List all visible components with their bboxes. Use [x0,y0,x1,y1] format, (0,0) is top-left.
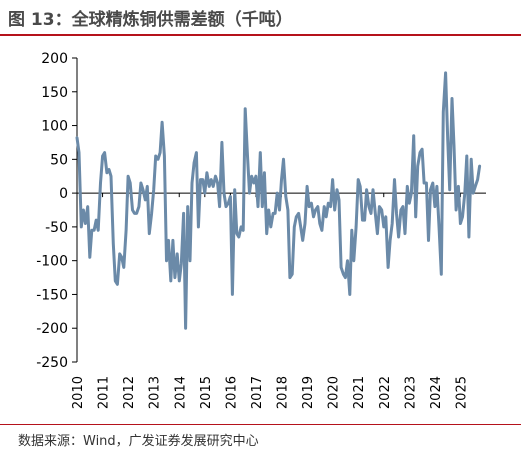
y-tick-label: -250 [36,355,68,371]
x-tick-label: 2025 [454,376,469,409]
y-tick-label: 50 [50,152,68,168]
series-group [75,71,482,330]
y-tick-label: -200 [36,321,68,337]
x-tick-label: 2020 [327,376,342,409]
x-tick-label: 2016 [224,376,239,409]
line-chart: 200 150 100 50 0 -50 -100 -150 -200 -250 2010 2011… [36,51,486,409]
x-tick-label: 2013 [148,376,163,409]
x-tick-label: 2021 [352,376,367,409]
y-tick-label: 100 [41,119,68,135]
x-tick-label: 2014 [173,376,188,409]
figure-title: 图 13：全球精炼铜供需差额（千吨） [8,10,293,30]
y-axis: 200 150 100 50 0 -50 -100 -150 -200 -250 [36,51,78,371]
x-tick-label: 2023 [403,376,418,409]
x-tick-label: 2024 [429,376,444,409]
y-tick-label: -50 [45,220,68,236]
x-tick-label: 2022 [378,376,393,409]
y-tick-label: 0 [59,186,68,202]
x-axis: 2010 2011 2012 2013 2014 2015 2016 2017 2018 2019… [71,192,486,409]
x-tick-label: 2015 [199,376,214,409]
title-divider [0,34,521,36]
x-tick-label: 2010 [71,376,86,409]
y-tick-label: 200 [41,51,68,67]
y-tick-label: -100 [36,254,68,270]
series-line [75,71,482,330]
x-tick-label: 2017 [250,376,265,409]
x-tick-label: 2012 [122,376,137,409]
x-tick-label: 2018 [276,376,291,409]
x-tick-label: 2011 [97,376,112,409]
y-tick-label: 150 [41,85,68,101]
source-divider [0,424,521,425]
y-tick-label: -150 [36,287,68,303]
x-tick-label: 2019 [301,376,316,409]
figure-title-bar: 图 13：全球精炼铜供需差额（千吨） [0,0,521,34]
source-note: 数据来源：Wind，广发证券发展研究中心 [18,434,259,449]
